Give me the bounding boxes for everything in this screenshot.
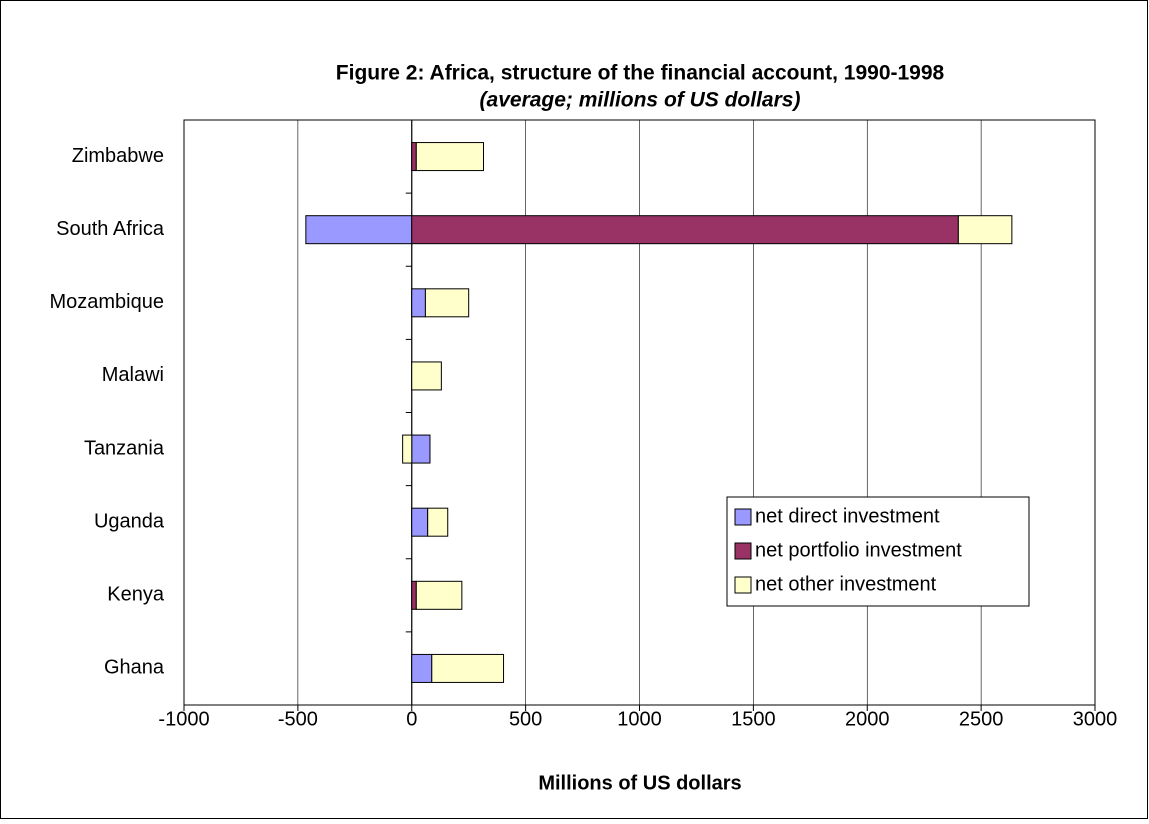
legend-swatch — [734, 508, 752, 526]
y-tick-label: Tanzania — [84, 437, 165, 459]
y-tick-label: Uganda — [94, 510, 165, 532]
bar-segment — [411, 434, 431, 464]
x-tick-label: 2500 — [959, 708, 1004, 730]
bar-segment — [411, 215, 959, 245]
x-tick-label: 2000 — [845, 708, 890, 730]
bar-segment — [411, 288, 426, 318]
chart-subtitle: (average; millions of US dollars) — [480, 89, 801, 112]
legend-label: net other investment — [755, 573, 937, 595]
y-tick-label: Kenya — [107, 584, 165, 606]
bar-segment — [402, 434, 413, 464]
bar-segment — [415, 142, 484, 172]
bar-segment — [411, 142, 417, 172]
bar-segment — [415, 580, 463, 610]
y-tick-label: Zimbabwe — [72, 145, 164, 167]
bar-segment — [305, 215, 413, 245]
x-tick-label: 0 — [406, 708, 417, 730]
bar-segment — [411, 580, 417, 610]
legend-label: net portfolio investment — [755, 539, 962, 561]
bar-segment — [957, 215, 1013, 245]
x-tick-label: 3000 — [1073, 708, 1118, 730]
y-tick-label: Mozambique — [49, 291, 164, 313]
x-tick-label: 500 — [509, 708, 542, 730]
bar-segment — [411, 653, 433, 683]
bar-segment — [431, 653, 505, 683]
x-tick-label: -500 — [278, 708, 318, 730]
legend-swatch — [734, 576, 752, 594]
x-tick-label: 1500 — [731, 708, 776, 730]
x-tick-label: 1000 — [617, 708, 662, 730]
bar-segment — [424, 288, 470, 318]
legend-swatch — [734, 542, 752, 560]
x-tick-label: -1000 — [158, 708, 209, 730]
legend-box — [726, 496, 1030, 607]
bar-segment — [411, 507, 429, 537]
y-tick-label: Ghana — [104, 657, 165, 679]
chart-title: Figure 2: Africa, structure of the finan… — [336, 62, 945, 85]
legend-label: net direct investment — [755, 505, 940, 527]
bar-segment — [411, 361, 442, 391]
bar-segment — [427, 507, 449, 537]
y-tick-label: Malawi — [102, 364, 164, 386]
x-axis-title: Millions of US dollars — [538, 772, 741, 794]
y-tick-label: South Africa — [56, 218, 165, 240]
